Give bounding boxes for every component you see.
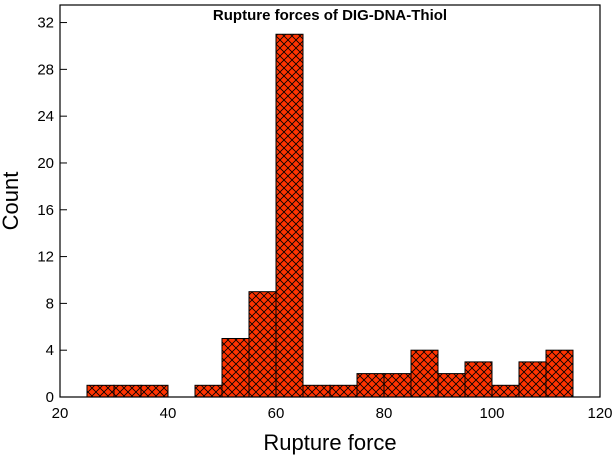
chart-title: Rupture forces of DIG-DNA-Thiol <box>213 7 447 24</box>
x-tick-label: 20 <box>52 405 69 422</box>
y-tick-label: 8 <box>46 295 54 312</box>
y-tick-label: 4 <box>46 342 54 359</box>
x-axis-label: Rupture force <box>263 430 396 455</box>
bar <box>383 373 412 398</box>
y-tick-label: 12 <box>37 249 54 266</box>
bar <box>248 291 277 398</box>
x-tick-label: 120 <box>587 405 612 422</box>
bar <box>86 384 115 398</box>
y-tick-label: 24 <box>37 108 54 125</box>
y-tick-label: 28 <box>37 61 54 78</box>
y-axis-label: Count <box>0 172 23 231</box>
bar <box>518 361 547 398</box>
bar <box>221 337 250 398</box>
x-tick-label: 40 <box>160 405 177 422</box>
x-tick-label: 60 <box>268 405 285 422</box>
bar <box>491 384 520 398</box>
bar <box>302 384 331 398</box>
plot-frame <box>59 4 601 398</box>
bar <box>545 349 574 398</box>
y-tick-label: 16 <box>37 202 54 219</box>
bar <box>194 384 223 398</box>
bar <box>329 384 358 398</box>
x-tick-label: 100 <box>479 405 504 422</box>
bar <box>464 361 493 398</box>
bar <box>140 384 169 398</box>
x-tick-label: 80 <box>376 405 393 422</box>
y-tick-label: 0 <box>46 389 54 406</box>
y-tick-label: 32 <box>37 15 54 32</box>
bar <box>275 33 304 398</box>
bar <box>437 373 466 398</box>
bar <box>410 349 439 398</box>
bar <box>113 384 142 398</box>
bar <box>356 373 385 398</box>
y-tick-label: 20 <box>37 155 54 172</box>
